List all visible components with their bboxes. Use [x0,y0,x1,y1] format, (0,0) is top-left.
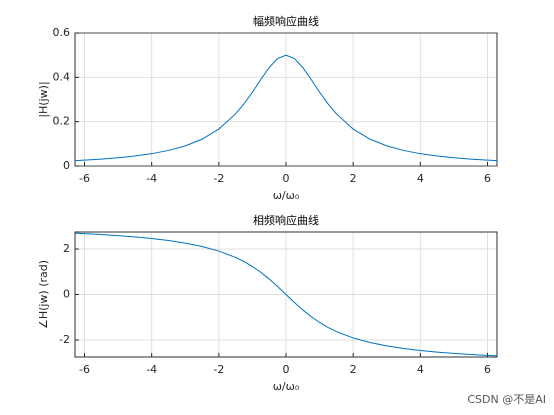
x-tick-label: -6 [79,172,90,185]
data-line [74,232,498,357]
y-tick-label: 0.4 [53,70,71,83]
x-tick-label: 0 [283,172,290,185]
y-tick-label: 0 [63,159,70,172]
data-line [74,54,498,162]
x-axis-label: ω/ω₀ [273,189,300,202]
y-tick-label: -2 [59,333,70,346]
y-tick-label: 0.6 [53,26,71,39]
x-tick-label: -6 [79,363,90,376]
y-axis-label: ∠H(jw) (rad) [37,260,50,329]
x-tick-label: -2 [213,172,224,185]
x-tick-label: 2 [350,172,357,185]
y-tick-label: 0.2 [53,115,71,128]
x-tick-label: -4 [146,363,157,376]
y-axis-label: |H(jw)| [37,81,50,117]
chart-title: 相频响应曲线 [253,213,319,227]
x-tick-label: 0 [283,363,290,376]
x-tick-label: -4 [146,172,157,185]
x-tick-label: -2 [213,363,224,376]
x-tick-label: 4 [417,363,424,376]
chart-title: 幅频响应曲线 [253,14,319,28]
y-tick-label: 2 [63,242,70,255]
x-tick-label: 4 [417,172,424,185]
plot-frame [74,231,498,358]
plot-frame [74,32,498,167]
x-tick-label: 2 [350,363,357,376]
y-tick-label: 0 [63,288,70,301]
watermark: CSDN @不是AI [467,393,546,406]
x-tick-label: 6 [484,172,491,185]
x-axis-label: ω/ω₀ [273,380,300,393]
x-tick-label: 6 [484,363,491,376]
